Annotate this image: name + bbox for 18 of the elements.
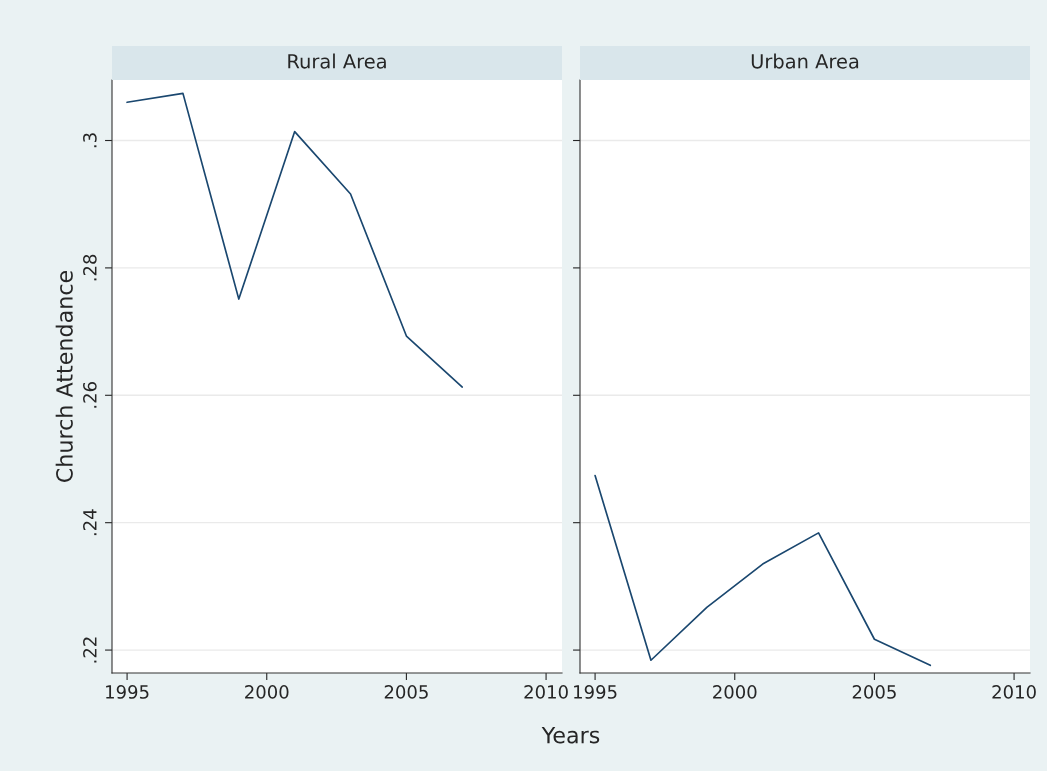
line-series [126, 92, 464, 388]
x-tick-label: 2005 [384, 685, 428, 699]
y-tick-label: .24 [83, 509, 97, 536]
y-tick-label: .26 [83, 382, 97, 408]
y-axis-title: Church Attendance [55, 270, 73, 482]
x-tick-label: 2005 [852, 685, 896, 699]
y-tick-label: .3 [83, 133, 97, 148]
x-tick-label: 2000 [713, 685, 757, 699]
y-tick-label: .28 [83, 254, 97, 281]
x-tick-label: 1995 [106, 685, 149, 699]
x-tick-label: 1995 [574, 685, 617, 699]
chart-title: Urban Area [751, 53, 859, 69]
chart-title: Rural Area [288, 53, 386, 69]
x-tick-label: 2000 [245, 685, 289, 699]
x-tick-label: 2010 [992, 685, 1036, 699]
y-tick-label: .22 [83, 637, 97, 663]
x-axis-title: Years [541, 726, 600, 744]
x-tick-label: 2010 [524, 685, 568, 699]
